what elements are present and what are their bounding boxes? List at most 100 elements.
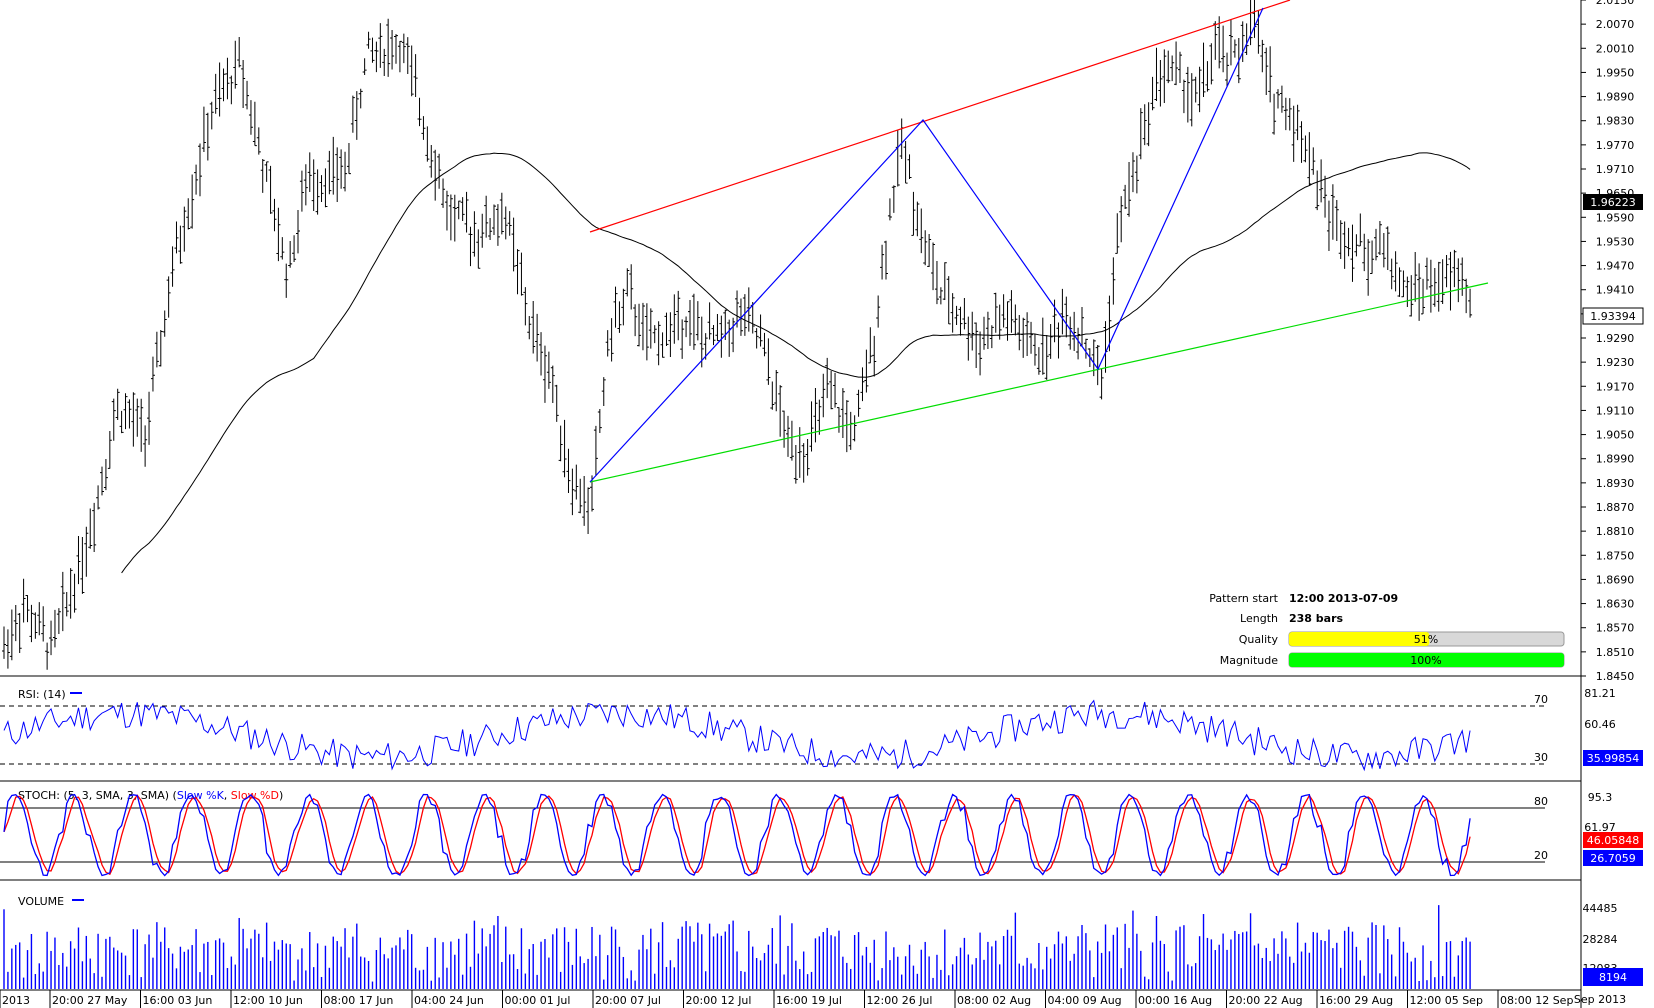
price-bar xyxy=(1205,61,1210,92)
price-tick-label: 1.8690 xyxy=(1596,573,1635,586)
price-bar xyxy=(786,415,790,457)
price-bar xyxy=(437,153,442,189)
price-bar xyxy=(1401,270,1406,298)
price-bar xyxy=(1009,290,1014,333)
price-bar xyxy=(1001,294,1006,328)
support-line xyxy=(589,282,1489,483)
price-bar xyxy=(1217,16,1222,69)
price-bar xyxy=(115,388,120,420)
price-bar xyxy=(1044,335,1049,380)
price-bar xyxy=(1448,251,1453,311)
price-bar xyxy=(190,174,195,229)
price-bar xyxy=(613,286,618,328)
price-bar xyxy=(1342,221,1347,269)
price-tick-label: 1.9410 xyxy=(1596,284,1635,297)
price-bar xyxy=(1111,257,1116,305)
price-bar xyxy=(495,204,500,246)
stoch-level-20-label: 20 xyxy=(1534,849,1548,862)
price-bar xyxy=(1338,220,1343,260)
price-bar xyxy=(985,311,990,349)
price-bar xyxy=(1413,251,1418,302)
price-bar xyxy=(1370,240,1375,274)
price-tick-label: 2.0130 xyxy=(1596,0,1635,7)
price-bar xyxy=(303,164,308,206)
price-bar xyxy=(41,606,46,642)
price-bar xyxy=(492,204,496,235)
price-tick-label: 1.9830 xyxy=(1596,115,1635,128)
price-bar xyxy=(1150,76,1155,111)
price-bar xyxy=(17,613,22,654)
price-bar xyxy=(139,398,144,452)
price-bar xyxy=(1060,288,1065,335)
price-axis-ticks: 1.8450 1.8510 1.8570 1.8630 1.8690 1.8750 1.88… xyxy=(1581,0,1634,683)
time-tick-label: 12:00 10 Jun xyxy=(233,994,303,1007)
price-bar xyxy=(707,302,712,340)
price-bar xyxy=(1162,49,1167,103)
price-bar xyxy=(907,154,912,179)
price-bar xyxy=(52,609,57,648)
svg-text:8194: 8194 xyxy=(1599,971,1627,984)
price-bar xyxy=(1362,233,1367,272)
price-bar xyxy=(829,371,834,410)
price-tick-label: 1.9170 xyxy=(1596,380,1635,393)
price-bar xyxy=(515,249,520,295)
price-bar xyxy=(1417,263,1422,321)
price-bar xyxy=(793,444,798,484)
price-bar xyxy=(421,116,426,140)
time-tick-label: 2013 xyxy=(2,994,30,1007)
price-tick-label: 1.8990 xyxy=(1596,453,1635,466)
price-bar xyxy=(1185,66,1190,123)
price-bar xyxy=(252,101,257,147)
time-tick-label: 16:00 29 Aug xyxy=(1319,994,1393,1007)
price-bar xyxy=(1377,221,1382,255)
price-bar xyxy=(1032,334,1037,366)
price-bar xyxy=(660,332,665,358)
price-bar xyxy=(401,33,406,64)
price-bar xyxy=(209,101,214,130)
price-bar xyxy=(88,508,93,549)
price-tick-label: 1.8510 xyxy=(1596,646,1635,659)
magnitude-bar-fill xyxy=(1289,653,1564,667)
price-bar xyxy=(570,468,575,516)
price-tick-label: 1.8810 xyxy=(1596,525,1635,538)
price-bar xyxy=(911,191,916,236)
price-bar xyxy=(241,59,246,109)
price-bar xyxy=(1095,344,1100,386)
ma-value-box: 1.96223 xyxy=(1583,194,1643,210)
price-bar xyxy=(836,407,841,433)
price-bar xyxy=(699,316,704,368)
magnitude-value: 100% xyxy=(1410,654,1441,667)
price-bar xyxy=(178,225,183,264)
price-bar xyxy=(860,367,865,402)
price-bar xyxy=(1393,251,1398,292)
price-bar xyxy=(1260,39,1265,73)
price-bar xyxy=(284,263,289,298)
price-bar xyxy=(915,201,920,237)
time-tick-label: 04:00 24 Jun xyxy=(414,994,484,1007)
price-bar xyxy=(974,322,979,368)
price-bar xyxy=(205,112,210,161)
price-bar xyxy=(789,420,794,461)
price-bar xyxy=(1146,102,1151,147)
price-tick-label: 1.8750 xyxy=(1596,549,1635,562)
price-bar xyxy=(248,100,253,135)
price-bar xyxy=(111,398,116,441)
price-bar xyxy=(217,62,222,117)
price-bar xyxy=(938,287,943,305)
price-tick-label: 1.9710 xyxy=(1596,163,1635,176)
volume-value-box: 8194 xyxy=(1583,968,1643,986)
price-bar xyxy=(1083,338,1088,359)
price-bar xyxy=(464,191,469,233)
price-bar xyxy=(448,194,453,241)
price-bar xyxy=(778,385,783,437)
price-bar xyxy=(1174,41,1179,86)
price-bar xyxy=(672,294,677,344)
price-bar xyxy=(1374,228,1378,261)
price-bar xyxy=(107,431,112,469)
price-bar xyxy=(1158,60,1163,107)
price-bar xyxy=(9,609,14,661)
price-bar xyxy=(76,535,81,585)
price-bar xyxy=(652,325,657,344)
price-bar xyxy=(25,595,30,623)
price-bar xyxy=(1134,155,1139,194)
